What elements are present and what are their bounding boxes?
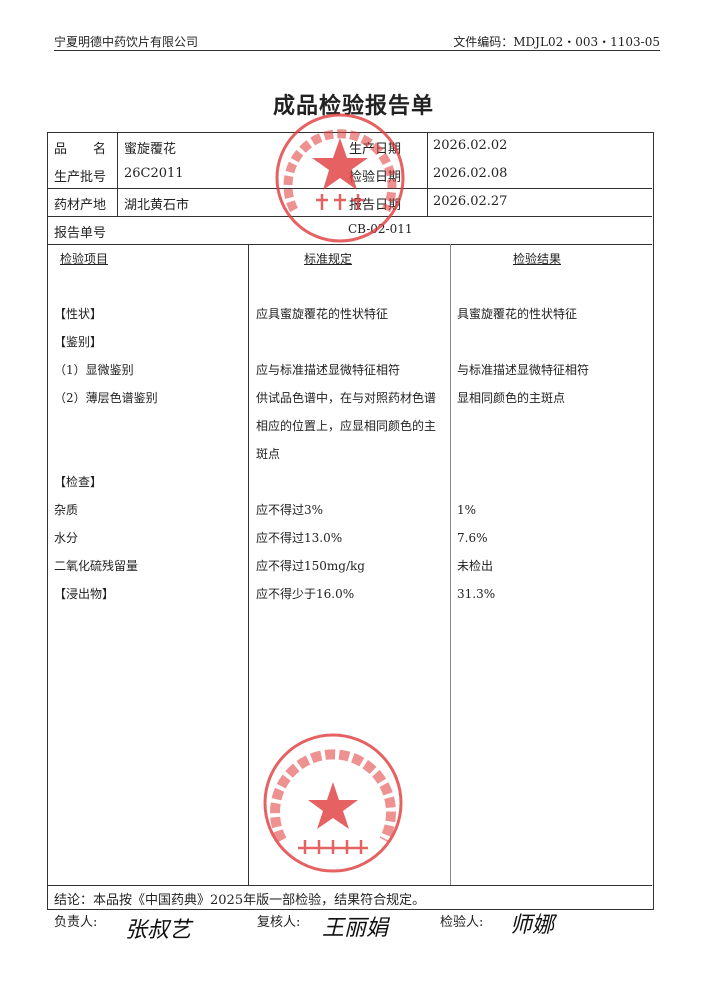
row-item: 水分 <box>54 531 79 545</box>
divider <box>248 244 249 885</box>
reviewer-label: 复核人: <box>257 915 301 930</box>
divider <box>47 216 652 217</box>
responsible-signature: 张叔艺 <box>125 918 192 943</box>
row-standard: 应与标准描述显微特征相符 <box>256 363 401 377</box>
inspector-label: 检验人: <box>440 915 484 930</box>
column-header-result: 检验结果 <box>513 252 562 266</box>
column-header-item: 检验项目 <box>60 252 109 266</box>
report-no-label: 报告单号 <box>54 226 107 241</box>
row-item: 【检查】 <box>54 475 103 489</box>
test-date: 2026.02.08 <box>433 166 508 181</box>
header-divider <box>54 50 660 51</box>
row-standard: 应具蜜旋覆花的性状特征 <box>256 307 389 321</box>
row-standard: 供试品色谱中，在与对照药材色谱 <box>256 391 437 405</box>
row-item: 杂质 <box>54 503 79 517</box>
row-standard: 斑点 <box>256 447 281 461</box>
row-result: 具蜜旋覆花的性状特征 <box>457 307 578 321</box>
divider <box>47 244 652 245</box>
row-result: 显相同颜色的主斑点 <box>457 391 566 405</box>
row-item: 【鉴别】 <box>54 335 103 349</box>
document-code: 文件编码：MDJL02・003・1103-05 <box>453 35 660 49</box>
origin-label: 药材产地 <box>54 198 107 213</box>
reviewer-signature: 王丽娟 <box>322 916 389 941</box>
inspector-signature: 师娜 <box>510 913 555 938</box>
row-standard: 应不得过13.0% <box>256 531 343 545</box>
divider <box>117 132 118 216</box>
row-standard: 相应的位置上，应显相同颜色的主 <box>256 419 437 433</box>
report-no: CB-02-011 <box>348 222 413 236</box>
prod-date-label: 生产日期 <box>349 142 402 157</box>
row-standard: 应不得少于16.0% <box>256 587 355 601</box>
column-header-standard: 标准规定 <box>304 252 353 266</box>
row-item: 【性状】 <box>54 307 103 321</box>
row-standard: 应不得过3% <box>256 503 324 517</box>
row-item: （2）薄层色谱鉴别 <box>54 391 158 405</box>
divider <box>47 188 652 189</box>
origin: 湖北黄石市 <box>124 198 190 213</box>
report-date-label: 报告日期 <box>349 198 402 213</box>
product-name: 蜜旋覆花 <box>124 142 177 157</box>
report-date: 2026.02.27 <box>433 194 508 209</box>
batch-number: 26C2011 <box>124 166 184 181</box>
row-result: 未检出 <box>457 559 494 573</box>
row-result: 7.6% <box>457 531 488 545</box>
row-item: （1）显微鉴别 <box>54 363 134 377</box>
product-name-label: 品 名 <box>54 142 107 157</box>
test-date-label: 检验日期 <box>349 170 402 185</box>
row-item: 【浸出物】 <box>54 587 115 601</box>
row-item: 二氧化硫残留量 <box>54 559 139 573</box>
row-result: 31.3% <box>457 587 496 601</box>
conclusion: 结论：本品按《中国药典》2025年版一部检验，结果符合规定。 <box>54 893 426 908</box>
divider <box>450 244 451 885</box>
prod-date: 2026.02.02 <box>433 138 508 153</box>
row-standard: 应不得过150mg/kg <box>256 559 365 573</box>
divider <box>47 885 652 886</box>
page-title: 成品检验报告单 <box>272 93 434 119</box>
row-result: 与标准描述显微特征相符 <box>457 363 590 377</box>
company-name: 宁夏明德中药饮片有限公司 <box>54 35 199 49</box>
responsible-label: 负责人: <box>54 915 98 930</box>
row-result: 1% <box>457 503 477 517</box>
batch-label: 生产批号 <box>54 170 107 185</box>
divider <box>427 132 428 216</box>
